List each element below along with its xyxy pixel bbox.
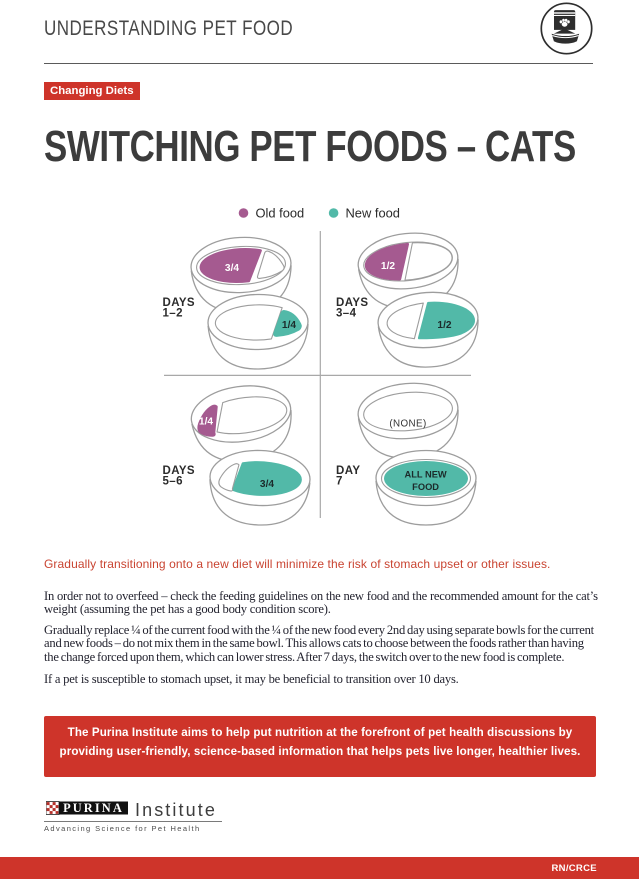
svg-text:3/4: 3/4 bbox=[260, 479, 274, 490]
svg-text:New food: New food bbox=[346, 206, 400, 221]
svg-text:1/4: 1/4 bbox=[199, 417, 213, 428]
svg-text:3–4: 3–4 bbox=[336, 308, 357, 320]
svg-text:FOOD: FOOD bbox=[412, 482, 439, 492]
svg-text:1–2: 1–2 bbox=[163, 308, 183, 320]
svg-text:7: 7 bbox=[336, 476, 343, 488]
svg-text:1/4: 1/4 bbox=[282, 320, 296, 331]
svg-text:DAYS: DAYS bbox=[336, 297, 369, 309]
svg-text:DAY: DAY bbox=[336, 465, 360, 477]
svg-text:DAYS: DAYS bbox=[163, 297, 196, 309]
svg-text:3/4: 3/4 bbox=[225, 263, 239, 274]
svg-text:1/2: 1/2 bbox=[437, 320, 451, 331]
svg-text:Old food: Old food bbox=[256, 206, 305, 221]
svg-text:1/2: 1/2 bbox=[381, 261, 395, 272]
svg-text:ALL NEW: ALL NEW bbox=[405, 470, 447, 480]
svg-text:(NONE): (NONE) bbox=[389, 419, 426, 430]
svg-text:DAYS: DAYS bbox=[163, 465, 196, 477]
svg-text:PURINA: PURINA bbox=[63, 801, 124, 815]
svg-text:5–6: 5–6 bbox=[163, 476, 183, 488]
